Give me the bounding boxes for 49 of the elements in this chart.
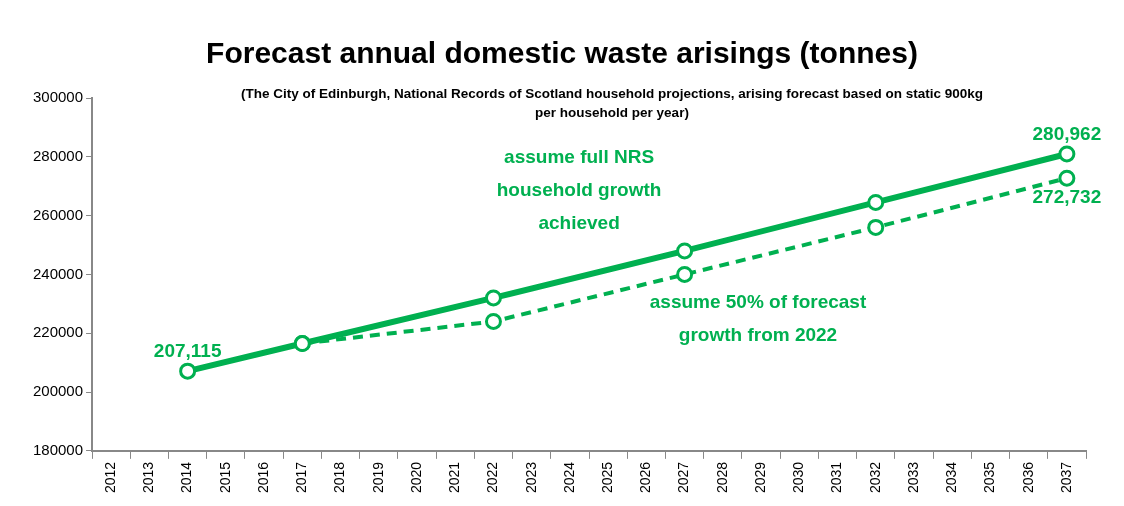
point bbox=[676, 265, 694, 283]
x-tick-label: 2022 bbox=[484, 461, 501, 494]
y-tick-label: 300000 bbox=[32, 88, 84, 106]
y-tick-label: 240000 bbox=[32, 264, 84, 282]
x-tick-label: 2020 bbox=[407, 461, 424, 494]
y-tick-label: 260000 bbox=[32, 205, 84, 223]
x-tick-label: 2017 bbox=[293, 461, 310, 494]
point bbox=[867, 193, 885, 211]
data-label: 207,115 bbox=[153, 339, 222, 361]
y-tick-label: 220000 bbox=[32, 323, 84, 341]
x-tick-label: 2032 bbox=[866, 461, 883, 494]
x-tick-label: 2023 bbox=[522, 461, 539, 494]
x-tick-label: 2029 bbox=[751, 461, 768, 494]
x-tick-label: 2034 bbox=[943, 461, 960, 494]
x-tick-label: 2031 bbox=[828, 461, 845, 494]
chart-title: Forecast annual domestic waste arisings (tonnes) bbox=[205, 36, 919, 70]
x-tick-label: 2024 bbox=[560, 461, 577, 494]
x-tick-label: 2035 bbox=[981, 461, 998, 494]
x-tick-label: 2028 bbox=[713, 461, 730, 494]
y-tick-label: 200000 bbox=[32, 382, 84, 400]
x-tick-label: 2025 bbox=[599, 461, 615, 494]
x-tick-label: 2026 bbox=[637, 461, 654, 494]
point bbox=[1058, 169, 1076, 187]
x-tick-label: 2013 bbox=[140, 461, 157, 494]
x-tick-label: 2018 bbox=[331, 461, 348, 494]
y-tick-label: 280000 bbox=[32, 146, 84, 164]
x-tick-label: 2033 bbox=[904, 461, 921, 494]
chart-subtitle: (The City of Edinburgh, National Records of Scotland household projections, arising forecast based on static 900kg per household per year) bbox=[240, 85, 984, 122]
series-label: assume 50% of forecast growth from 2022 bbox=[649, 290, 867, 345]
point bbox=[867, 218, 885, 236]
x-tick-label: 2019 bbox=[369, 461, 386, 494]
x-tick-label: 2027 bbox=[675, 461, 692, 494]
data-label: 272,732 bbox=[1032, 185, 1102, 207]
x-tick-label: 2036 bbox=[1019, 461, 1036, 494]
x-tick-label: 2021 bbox=[446, 461, 463, 494]
series-label: assume full NRS household growth achieved bbox=[496, 146, 662, 234]
data-label: 280,962 bbox=[1032, 122, 1102, 144]
x-tick-label: 2014 bbox=[178, 461, 195, 494]
x-tick-label: 2015 bbox=[216, 461, 233, 494]
point bbox=[484, 312, 502, 330]
point bbox=[179, 362, 197, 380]
point bbox=[484, 289, 502, 307]
x-tick-label: 2016 bbox=[254, 461, 271, 494]
point bbox=[1058, 145, 1076, 163]
x-tick-label: 2012 bbox=[102, 461, 119, 494]
y-tick-label: 180000 bbox=[32, 441, 84, 458]
x-tick-label: 2030 bbox=[790, 461, 807, 494]
point bbox=[676, 242, 694, 260]
x-tick-label: 2037 bbox=[1057, 461, 1074, 494]
